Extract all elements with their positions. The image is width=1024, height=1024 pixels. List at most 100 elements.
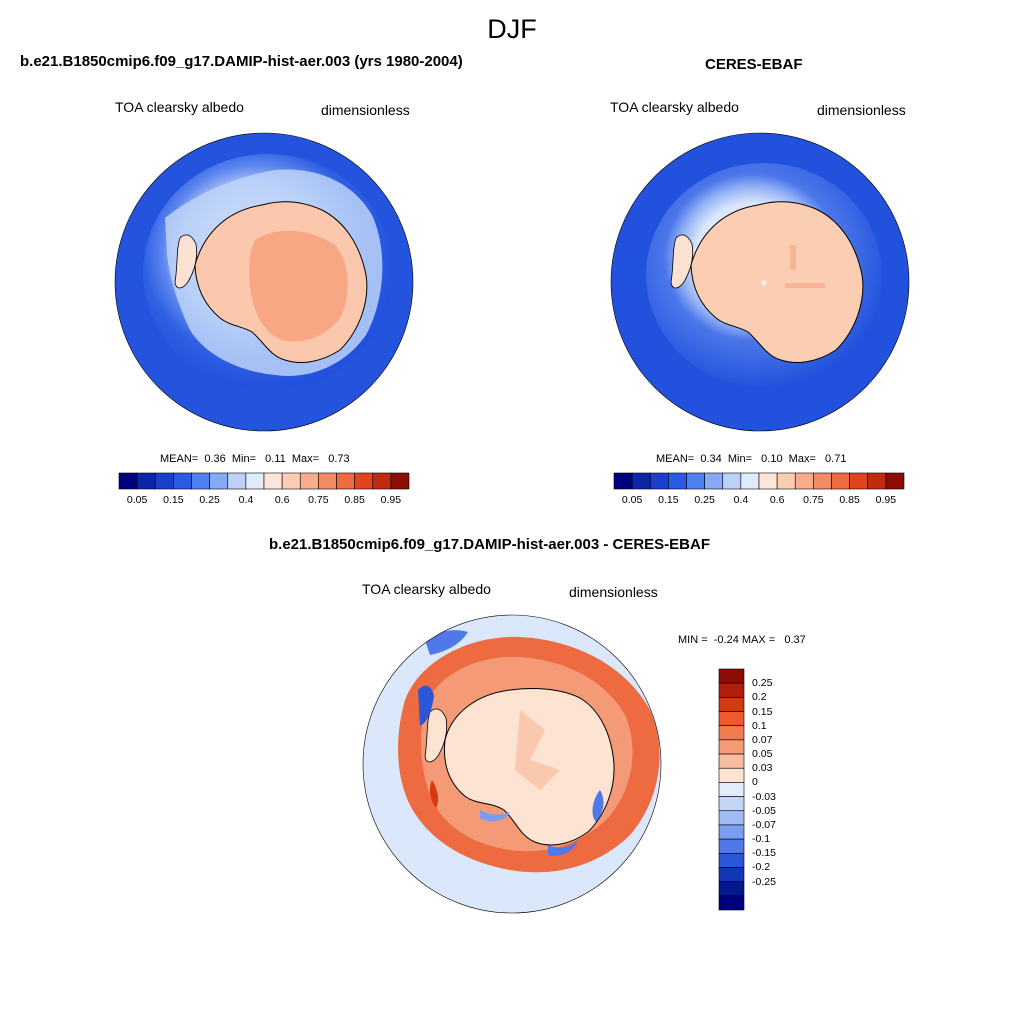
panel-1-colorbar-swatch	[372, 472, 392, 490]
panel-2-colorbar-swatch	[631, 472, 651, 490]
panel-1-colorbar-tick-label: 0.25	[199, 494, 220, 506]
panel-2-colorbar-tick-label: 0.95	[875, 494, 897, 506]
panel-2-colorbar-tick-label: 0.25	[694, 494, 715, 506]
panel-1-colorbar-swatch	[281, 472, 301, 490]
panel-3-colorbar-swatch	[718, 838, 745, 854]
panel-2-colorbar-tick-label: 0.75	[803, 494, 824, 506]
panel-3-colorbar-tick-label: -0.05	[752, 804, 776, 817]
panel-3-stats: MIN = -0.24 MAX = 0.37	[678, 634, 806, 646]
panel-3-colorbar-swatch	[718, 711, 745, 727]
panel-1-colorbar-swatch	[191, 472, 210, 490]
panel-3-colorbar-swatch	[718, 895, 745, 911]
panel-3-colorbar-swatch	[718, 881, 745, 897]
panel-3-colorbar-tick-label: -0.25	[752, 875, 776, 888]
panel-1-colorbar-swatch	[173, 472, 192, 490]
panel-2-colorbar-swatch	[740, 472, 760, 490]
panel-3-colorbar-tick-label: 0.2	[752, 691, 767, 704]
panel-2-colorbar-tick-label: 0.85	[839, 494, 860, 506]
panel-3-colorbar-swatch	[718, 753, 745, 769]
panel-2-colorbar-swatch	[794, 472, 814, 490]
panel-1-colorbar-tick-label: 0.15	[163, 494, 184, 506]
panel-3-colorbar-swatch	[718, 810, 745, 826]
panel-2-colorbar-swatch	[813, 472, 832, 490]
panel-2-colorbar-swatch	[686, 472, 705, 490]
panel-1-colorbar-swatch	[136, 472, 156, 490]
panel-3-colorbar-tick-label: -0.2	[752, 861, 771, 874]
panel-3-colorbar-swatch	[718, 824, 745, 840]
panel-3-colorbar-swatch	[718, 782, 745, 797]
panel-2-variable: TOA clearsky albedo	[610, 99, 739, 115]
panel-2-colorbar-tick-label: 0.4	[733, 494, 749, 506]
panel-2-colorbar-tick-label: 0.05	[621, 494, 643, 506]
panel-1-colorbar-swatch	[209, 472, 229, 490]
panel-1-colorbar	[118, 472, 410, 490]
panel-3-colorbar-swatch	[718, 867, 745, 882]
panel-1-colorbar-tick-label: 0.95	[380, 494, 402, 506]
panel-1-colorbar-swatch	[354, 472, 374, 490]
panel-1-colorbar-tick-label: 0.05	[126, 494, 148, 506]
panel-1-units: dimensionless	[321, 102, 410, 118]
panel-2-colorbar-swatch	[776, 472, 796, 490]
panel-2-stats: MEAN= 0.34 Min= 0.10 Max= 0.71	[656, 453, 847, 465]
panel-1-colorbar-tick-label: 0.85	[344, 494, 365, 506]
panel-3-colorbar-swatch	[718, 767, 745, 783]
panel-1-colorbar-tick-label: 0.4	[238, 494, 254, 506]
panel-3-colorbar-swatch	[718, 697, 745, 712]
panel-2-units: dimensionless	[817, 102, 906, 118]
panel-1-colorbar-swatch	[118, 472, 138, 490]
panel-3-colorbar	[718, 668, 745, 911]
panel-3-colorbar-swatch	[718, 668, 745, 684]
panel-1-title: b.e21.B1850cmip6.f09_g17.DAMIP-hist-aer.…	[20, 53, 463, 70]
panel-1-colorbar-swatch	[336, 472, 355, 490]
panel-1-colorbar-swatch	[263, 472, 283, 490]
panel-2-colorbar-swatch	[649, 472, 669, 490]
panel-3-colorbar-tick-label: 0.03	[752, 762, 773, 775]
panel-2-colorbar-swatch	[722, 472, 742, 490]
panel-3-colorbar-tick-label: -0.15	[752, 847, 776, 860]
panel-3-colorbar-swatch	[718, 796, 745, 812]
panel-1-colorbar-swatch	[227, 472, 247, 490]
panel-3-colorbar-swatch	[718, 682, 745, 698]
panel-1-variable: TOA clearsky albedo	[115, 99, 244, 115]
panel-2-colorbar-swatch	[758, 472, 778, 490]
panel-1-colorbar-swatch	[390, 472, 410, 490]
panel-3-colorbar-tick-label: 0.05	[752, 748, 773, 761]
panel-2-colorbar-swatch	[885, 472, 905, 490]
panel-3-colorbar-tick-label: 0.1	[752, 719, 767, 732]
panel-3-colorbar-swatch	[718, 852, 745, 868]
panel-3-colorbar-ticks: 0.25 0.2 0.15 0.1 0.07 0.05 0.03 0 -0.03 -0.05 -0.…	[752, 669, 812, 910]
panel-3-units: dimensionless	[569, 584, 658, 600]
panel-1-colorbar-tick-label: 0.6	[274, 494, 290, 506]
panel-1-colorbar-swatch	[318, 472, 337, 490]
panel-2-colorbar-tick-label: 0.15	[658, 494, 679, 506]
panel-1-colorbar-swatch	[154, 472, 174, 490]
panel-2-colorbar-swatch	[668, 472, 687, 490]
panel-1-colorbar-tick-label: 0.75	[308, 494, 329, 506]
panel-2-colorbar-swatch	[831, 472, 850, 490]
panel-2-title: CERES-EBAF	[705, 56, 803, 73]
panel-3-colorbar-tick-label: -0.1	[752, 833, 771, 846]
panel-2-colorbar	[613, 472, 905, 490]
panel-3-colorbar-tick-label: 0.25	[752, 677, 773, 690]
panel-3-colorbar-swatch	[718, 725, 745, 741]
panel-2-colorbar-swatch	[849, 472, 869, 490]
panel-2-colorbar-swatch	[867, 472, 887, 490]
panel-3-title: b.e21.B1850cmip6.f09_g17.DAMIP-hist-aer.…	[269, 536, 710, 553]
panel-3-colorbar-tick-label: 0.07	[752, 733, 773, 746]
panel-2-colorbar-tick-label: 0.6	[769, 494, 785, 506]
panel-2-colorbar-ticks: 0.05 0.15 0.25 0.4 0.6 0.75 0.85 0.95	[614, 494, 904, 508]
panel-1-colorbar-ticks: 0.05 0.15 0.25 0.4 0.6 0.75 0.85 0.95	[119, 494, 409, 508]
panel-3-colorbar-tick-label: 0	[752, 776, 758, 789]
panel-1-colorbar-swatch	[245, 472, 265, 490]
figure-title: DJF	[487, 14, 537, 44]
panel-3-colorbar-swatch	[718, 739, 745, 755]
panel-2-colorbar-swatch	[704, 472, 724, 490]
panel-3-colorbar-tick-label: -0.03	[752, 790, 776, 803]
panel-2-colorbar-swatch	[613, 472, 633, 490]
panel-1-colorbar-swatch	[299, 472, 319, 490]
panel-3-colorbar-tick-label: 0.15	[752, 705, 773, 718]
panel-1-stats: MEAN= 0.36 Min= 0.11 Max= 0.73	[160, 453, 350, 465]
